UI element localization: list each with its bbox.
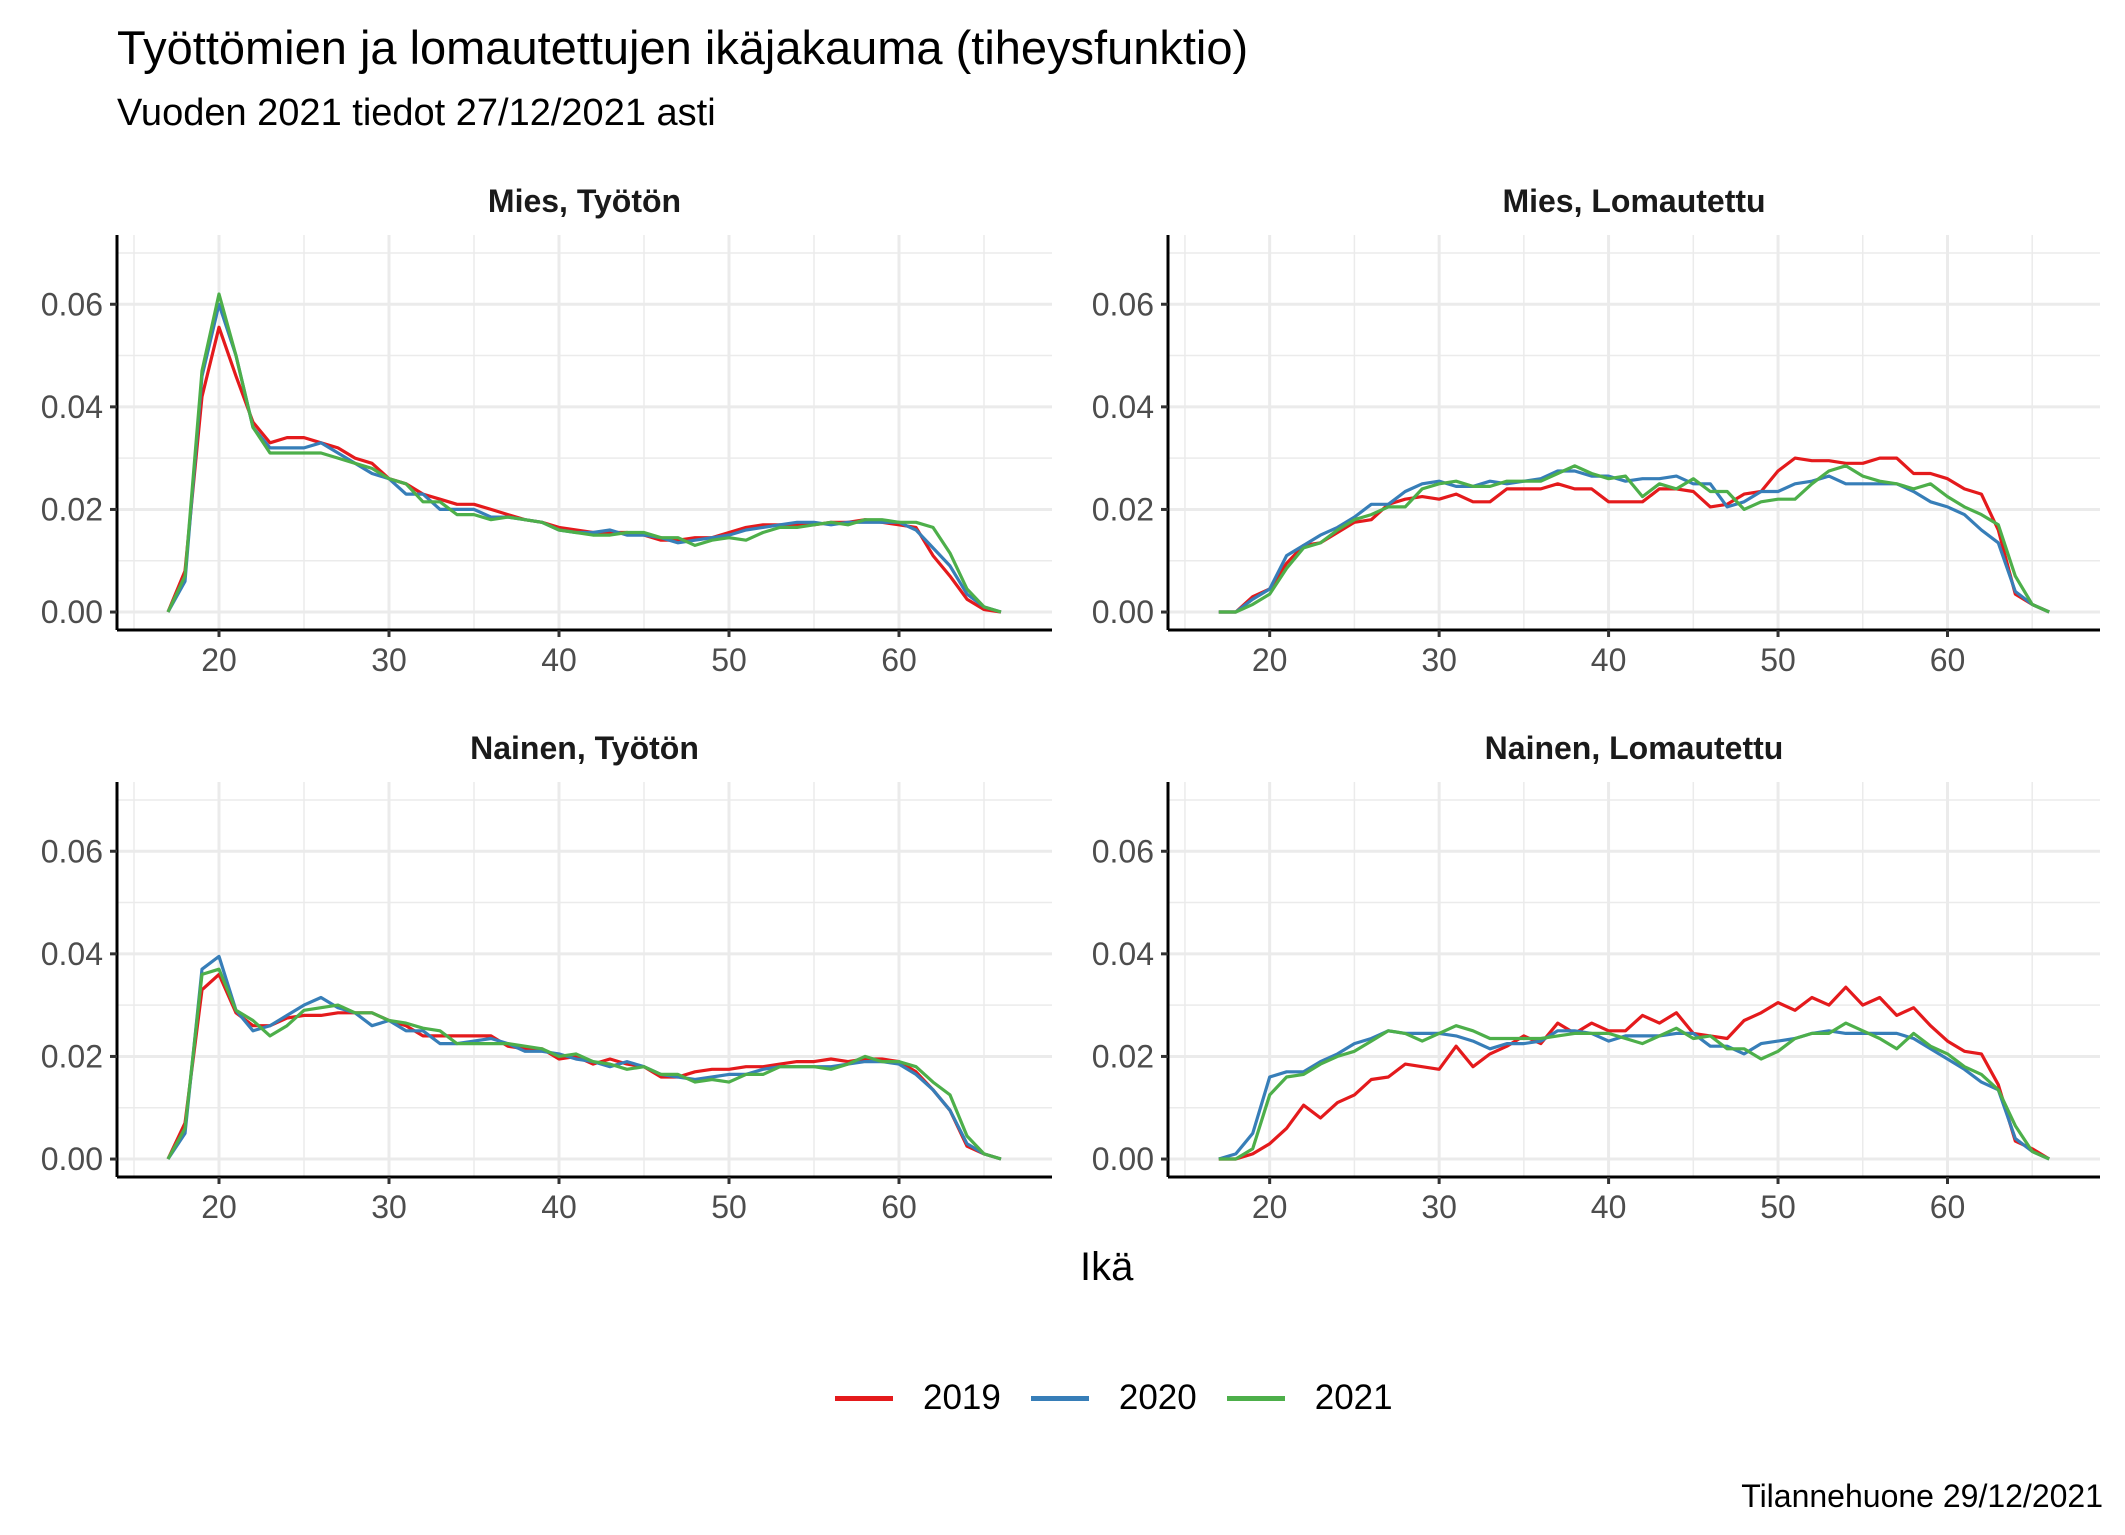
x-tick-label: 30: [1421, 1189, 1457, 1225]
facet-strip-title: Mies, Työtön: [488, 183, 681, 219]
x-tick-label: 60: [1930, 642, 1966, 678]
series-line-2019: [166, 972, 1002, 1161]
legend-label-2021: 2021: [1314, 1378, 1393, 1417]
x-tick-label: 30: [371, 642, 407, 678]
y-tick-label: 0.00: [1092, 1141, 1154, 1177]
legend-item-2020: 2020: [1030, 1378, 1197, 1418]
legend: 2019 2020 2021: [835, 1378, 1423, 1418]
legend-swatch-2020: [1030, 1395, 1089, 1401]
series-line-2021: [166, 292, 1002, 614]
caption: Tilannehuone 29/12/2021: [1741, 1478, 2103, 1514]
chart-subtitle: Vuoden 2021 tiedot 27/12/2021 asti: [117, 92, 716, 134]
y-tick-label: 0.06: [1092, 833, 1154, 869]
chart-title: Työttömien ja lomautettujen ikäjakauma (…: [117, 21, 1249, 74]
y-tick-label: 0.06: [1092, 286, 1154, 322]
y-tick-label: 0.02: [41, 1038, 103, 1074]
series-line-2019: [1218, 456, 2050, 614]
y-tick-label: 0.04: [41, 389, 103, 425]
legend-item-2019: 2019: [835, 1378, 1001, 1418]
series-line-2019: [1218, 985, 2051, 1161]
facet-strip-title: Nainen, Lomautettu: [1485, 730, 1784, 766]
y-tick-label: 0.00: [41, 1141, 103, 1177]
facet-strip-title: Mies, Lomautettu: [1502, 183, 1765, 219]
y-tick-label: 0.02: [1092, 491, 1154, 527]
y-tick-label: 0.04: [1092, 389, 1154, 425]
x-tick-label: 20: [1252, 642, 1288, 678]
x-tick-label: 60: [881, 1189, 917, 1225]
x-tick-label: 50: [711, 1189, 747, 1225]
legend-swatch-2021: [1226, 1395, 1285, 1401]
x-tick-label: 20: [201, 1189, 237, 1225]
facet-strip-title: Nainen, Työtön: [470, 730, 699, 766]
y-tick-label: 0.00: [41, 594, 103, 630]
series-line-2020: [1218, 1029, 2050, 1161]
y-tick-label: 0.04: [41, 936, 103, 972]
series-line-2020: [1218, 469, 2050, 614]
x-tick-label: 50: [1760, 642, 1796, 678]
series-line-2020: [166, 954, 1002, 1161]
series-line-2019: [166, 325, 1002, 614]
y-tick-label: 0.06: [41, 833, 103, 869]
series-line-2021: [166, 967, 1002, 1161]
x-tick-label: 30: [371, 1189, 407, 1225]
x-tick-label: 20: [201, 642, 237, 678]
x-tick-label: 40: [541, 642, 577, 678]
y-tick-label: 0.04: [1092, 936, 1154, 972]
x-tick-label: 50: [1760, 1189, 1796, 1225]
series-line-2021: [1218, 1021, 2050, 1161]
legend-swatch-2019: [835, 1395, 893, 1401]
y-tick-label: 0.02: [1092, 1038, 1154, 1074]
x-tick-label: 30: [1421, 642, 1457, 678]
x-tick-label: 50: [711, 642, 747, 678]
legend-label-2019: 2019: [923, 1378, 1001, 1417]
y-tick-label: 0.02: [41, 491, 103, 527]
x-tick-label: 60: [1930, 1189, 1966, 1225]
x-tick-label: 40: [1591, 642, 1627, 678]
x-tick-label: 60: [881, 642, 917, 678]
x-tick-label: 40: [1591, 1189, 1627, 1225]
series-line-2021: [1218, 464, 2050, 614]
y-tick-label: 0.06: [41, 286, 103, 322]
x-axis-label: Ikä: [1080, 1245, 1134, 1289]
x-tick-label: 40: [541, 1189, 577, 1225]
legend-label-2020: 2020: [1118, 1378, 1197, 1417]
x-tick-label: 20: [1252, 1189, 1288, 1225]
y-tick-label: 0.00: [1092, 594, 1154, 630]
legend-item-2021: 2021: [1226, 1378, 1393, 1418]
